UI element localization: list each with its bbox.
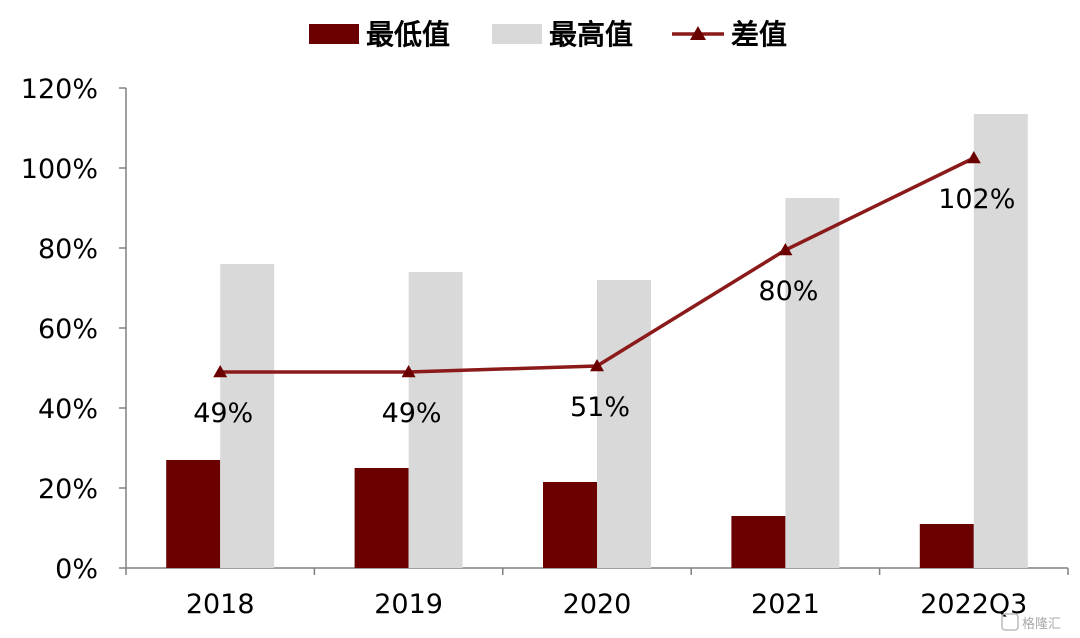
bar-max xyxy=(785,198,840,568)
triangle-marker xyxy=(966,151,981,164)
data-label: 51% xyxy=(570,392,630,423)
bars xyxy=(166,114,1028,568)
triangle-marker xyxy=(401,365,416,378)
legend-label-max: 最高值 xyxy=(549,18,633,51)
data-label: 80% xyxy=(758,276,818,307)
y-tick-label: 20% xyxy=(38,474,98,505)
y-tick-label: 40% xyxy=(38,394,98,425)
bar-min xyxy=(166,460,221,568)
x-tick-label: 2021 xyxy=(751,589,820,620)
legend-label-min: 最低值 xyxy=(366,18,450,51)
x-tick-label: 2020 xyxy=(563,589,632,620)
data-label: 49% xyxy=(193,398,253,429)
y-tick-label: 60% xyxy=(38,314,98,345)
triangle-marker xyxy=(213,365,228,378)
bar-max xyxy=(220,264,275,568)
bar-max xyxy=(408,272,463,568)
legend-label-diff: 差值 xyxy=(731,18,787,51)
bar-max xyxy=(973,114,1028,568)
x-tick-label: 2019 xyxy=(374,589,443,620)
x-tick-label: 2022Q3 xyxy=(920,589,1027,620)
legend-swatch-max xyxy=(492,24,542,44)
y-tick-label: 100% xyxy=(21,154,98,185)
triangle-marker xyxy=(778,243,793,256)
legend-triangle-icon xyxy=(690,26,706,40)
bar-min xyxy=(354,468,409,568)
x-axis: 2018 2019 2020 2021 2022Q3 xyxy=(125,567,1069,620)
data-label: 102% xyxy=(938,184,1015,215)
difference-line-series: 49% 49% 51% 80% 102% xyxy=(193,151,1015,429)
y-tick-label: 80% xyxy=(38,234,98,265)
bar-min xyxy=(543,482,597,568)
y-axis: 0% 20% 40% 60% 80% 100% 120% xyxy=(21,74,127,585)
watermark-logo-icon xyxy=(1001,613,1019,631)
y-tick-label: 120% xyxy=(21,74,98,105)
bar-min xyxy=(919,524,974,568)
x-tick-label: 2018 xyxy=(186,589,255,620)
bar-min xyxy=(731,516,786,568)
data-label: 49% xyxy=(382,398,442,429)
triangle-marker xyxy=(590,359,604,372)
legend-swatch-min xyxy=(309,24,359,44)
bar-max xyxy=(597,280,651,568)
watermark-text: 格隆汇 xyxy=(1022,616,1061,632)
legend: 最低值 最高值 差值 xyxy=(309,18,787,51)
watermark: 格隆汇 xyxy=(1001,613,1061,632)
y-tick-label: 0% xyxy=(55,554,98,585)
